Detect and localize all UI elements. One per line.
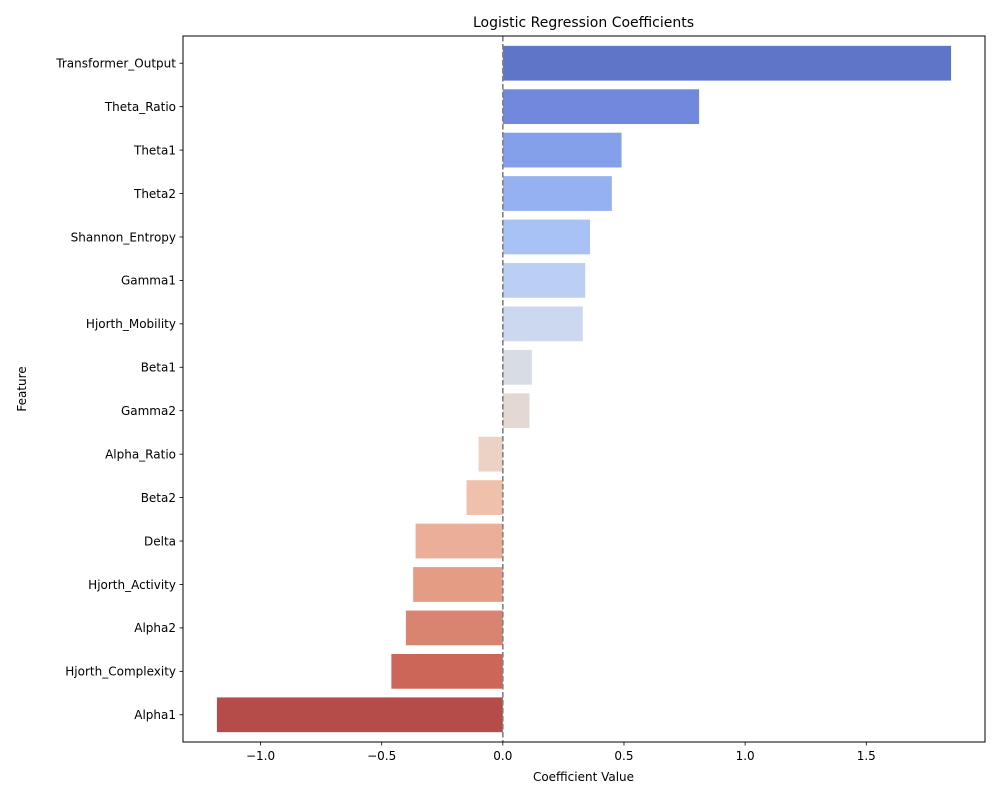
x-axis: −1.0 −0.5 0.0 0.5 1.0 1.5: [246, 742, 876, 763]
bars-group: [216, 45, 952, 733]
y-axis: Transformer_Output Theta_Ratio Theta1 Theta…: [55, 57, 183, 722]
x-tick-label: 1.0: [736, 749, 755, 763]
y-tick-label: Beta2: [141, 491, 176, 505]
y-axis-label: Feature: [15, 366, 29, 411]
bar-hjorth-mobility: [502, 306, 583, 342]
bar-alpha-ratio: [478, 436, 503, 472]
y-tick-label: Hjorth_Activity: [88, 578, 176, 592]
y-tick-label: Theta2: [133, 187, 176, 201]
y-tick-label: Alpha1: [134, 708, 176, 722]
y-tick-label: Delta: [144, 534, 176, 548]
y-tick-label: Gamma1: [121, 274, 176, 288]
bar-hjorth-complexity: [391, 653, 503, 689]
x-tick-label: −1.0: [246, 749, 275, 763]
x-tick-label: −0.5: [367, 749, 396, 763]
x-tick-label: 1.5: [857, 749, 876, 763]
bar-alpha2: [405, 610, 503, 646]
bar-gamma1: [502, 263, 586, 298]
bar-hjorth-activity: [413, 567, 503, 602]
x-axis-label: Coefficient Value: [533, 770, 634, 784]
bar-beta1: [502, 349, 532, 385]
y-tick-label: Transformer_Output: [55, 57, 176, 71]
bar-theta2: [502, 176, 612, 211]
plot-frame: [182, 35, 986, 743]
bar-transformer-output: [502, 45, 952, 81]
y-tick-label: Alpha_Ratio: [105, 447, 176, 461]
chart-title: Logistic Regression Coefficients: [473, 15, 694, 31]
x-tick-label: 0.0: [493, 749, 512, 763]
bar-gamma2: [502, 393, 530, 429]
y-tick-label: Shannon_Entropy: [71, 230, 176, 244]
y-tick-label: Beta1: [141, 361, 176, 375]
bar-beta2: [466, 480, 503, 515]
y-tick-label: Gamma2: [121, 404, 176, 418]
y-tick-label: Alpha2: [134, 621, 176, 635]
bar-delta: [415, 523, 503, 559]
y-tick-label: Hjorth_Mobility: [86, 317, 176, 331]
y-tick-label: Theta_Ratio: [104, 100, 176, 114]
y-tick-label: Theta1: [133, 143, 176, 157]
bar-theta-ratio: [502, 89, 700, 125]
bar-alpha1: [216, 697, 503, 733]
bar-theta1: [502, 132, 622, 168]
y-tick-label: Hjorth_Complexity: [65, 665, 176, 679]
x-tick-label: 0.5: [614, 749, 633, 763]
bar-shannon-entropy: [502, 219, 591, 255]
